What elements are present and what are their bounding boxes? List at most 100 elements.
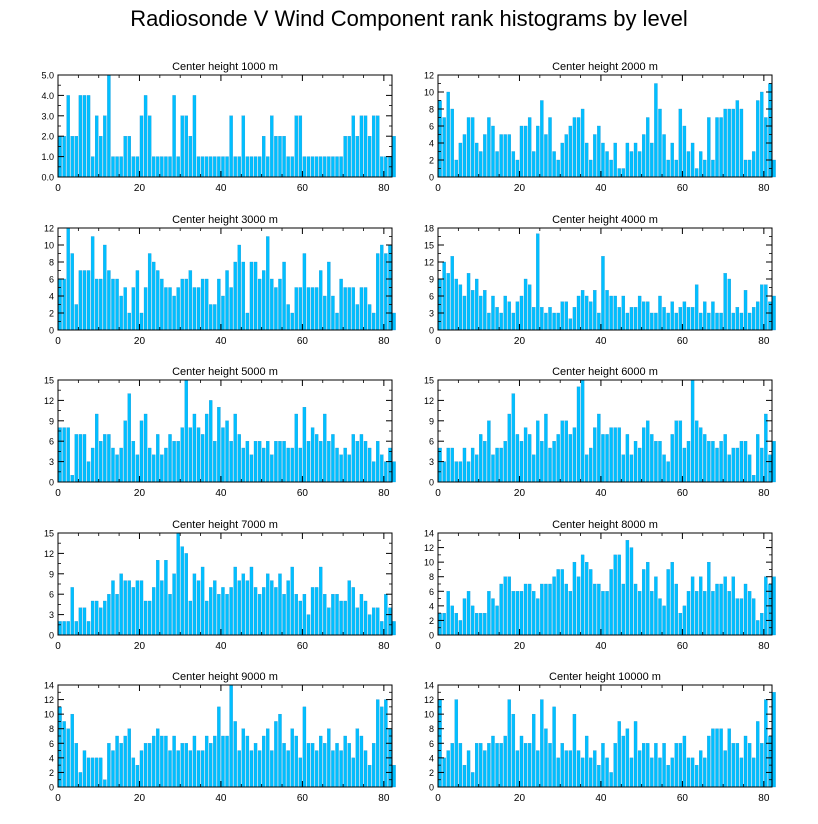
histogram-bar	[180, 427, 184, 483]
histogram-bar	[617, 427, 621, 483]
histogram-bar	[82, 607, 87, 636]
histogram-bar	[483, 441, 487, 483]
histogram-bar	[327, 156, 331, 178]
histogram-bar	[99, 136, 103, 178]
histogram-bar	[135, 580, 140, 636]
histogram-bar	[637, 591, 642, 636]
histogram-bar	[735, 598, 740, 636]
histogram-bar	[351, 587, 355, 636]
histogram-bar	[286, 580, 290, 636]
histogram-bar	[711, 301, 715, 331]
y-tick-label: 0.0	[41, 173, 54, 183]
y-tick-label: 0	[429, 173, 434, 183]
histogram-bar	[613, 427, 617, 483]
histogram-bar	[499, 312, 503, 331]
histogram-bar	[527, 117, 532, 178]
histogram-bar	[617, 554, 621, 636]
histogram-bar	[270, 454, 274, 483]
histogram-bar	[572, 307, 577, 331]
histogram-bar	[731, 743, 735, 788]
x-tick-label: 0	[435, 183, 441, 194]
histogram-bar	[314, 750, 319, 788]
histogram-bar	[662, 454, 666, 483]
histogram-bar	[298, 115, 303, 178]
histogram-bar	[249, 566, 254, 636]
histogram-bar	[257, 156, 262, 178]
histogram-bar	[446, 273, 450, 331]
histogram-bar	[642, 427, 646, 483]
histogram-bar	[540, 307, 544, 331]
histogram-bar	[503, 134, 507, 178]
histogram-bar	[90, 236, 95, 331]
histogram-bar	[613, 295, 617, 331]
histogram-bar	[662, 605, 666, 636]
histogram-bar	[298, 287, 303, 331]
histogram-bar	[523, 427, 528, 483]
histogram-bar	[335, 594, 339, 636]
histogram-bar	[499, 583, 503, 636]
histogram-bar	[168, 750, 172, 788]
histogram-bar	[532, 454, 536, 483]
histogram-bar	[176, 156, 180, 178]
histogram-bar	[523, 278, 528, 331]
histogram-bar	[188, 270, 193, 331]
histogram-bar	[86, 621, 91, 636]
histogram-bar	[646, 117, 650, 178]
histogram-bar	[376, 115, 380, 178]
histogram-bar	[302, 594, 307, 636]
histogram-bar	[314, 156, 319, 178]
histogram-bar	[617, 721, 621, 788]
histogram-bar	[743, 159, 748, 178]
histogram-bar	[270, 750, 274, 788]
histogram-bar	[335, 156, 339, 178]
histogram-bar	[282, 594, 286, 636]
x-tick-label: 20	[514, 793, 526, 804]
histogram-bar	[511, 713, 516, 788]
histogram-bar	[290, 156, 294, 178]
histogram-bar	[107, 74, 111, 178]
histogram-bar	[274, 136, 278, 178]
histogram-bar	[568, 318, 573, 331]
histogram-bar	[253, 587, 258, 636]
histogram-bar	[282, 261, 286, 331]
histogram-bar	[511, 151, 516, 178]
histogram-bar	[302, 706, 307, 788]
histogram-bar	[564, 750, 568, 788]
histogram-bar	[359, 434, 364, 483]
histogram-bar	[507, 134, 511, 178]
histogram-bar	[572, 427, 577, 483]
histogram-bar	[249, 454, 254, 483]
histogram-bar	[184, 379, 188, 483]
histogram-bar	[694, 284, 699, 331]
histogram-bar	[380, 454, 384, 483]
histogram-bar	[768, 83, 772, 178]
histogram-bar	[237, 580, 241, 636]
histogram-bar	[658, 108, 662, 178]
histogram-bar	[253, 261, 258, 331]
histogram-bar	[438, 447, 442, 483]
histogram-bar	[707, 312, 711, 331]
histogram-bar	[282, 441, 286, 483]
histogram-bar	[609, 295, 613, 331]
histogram-bar	[751, 307, 756, 331]
y-tick-label: 15	[44, 529, 54, 539]
x-tick-label: 0	[435, 488, 441, 499]
histogram-bar	[82, 95, 87, 178]
histogram-bar	[511, 591, 516, 636]
histogram-bar	[532, 307, 536, 331]
histogram-bar	[229, 441, 233, 483]
panel-6: Center height 6000 m 0 20 40 60 80 0 3 6 9 12 15	[424, 366, 776, 499]
histogram-bar	[670, 757, 674, 788]
histogram-bar	[470, 117, 475, 178]
histogram-bar	[339, 600, 343, 636]
x-tick-label: 60	[297, 641, 309, 652]
histogram-bar	[527, 583, 532, 636]
histogram-bar	[454, 699, 459, 788]
histogram-bar	[601, 743, 605, 788]
histogram-bar	[556, 434, 560, 483]
histogram-bar	[209, 743, 213, 788]
histogram-bar	[633, 441, 638, 483]
x-tick-label: 60	[677, 488, 689, 499]
y-tick-label: 12	[44, 396, 54, 406]
x-tick-label: 40	[595, 183, 607, 194]
